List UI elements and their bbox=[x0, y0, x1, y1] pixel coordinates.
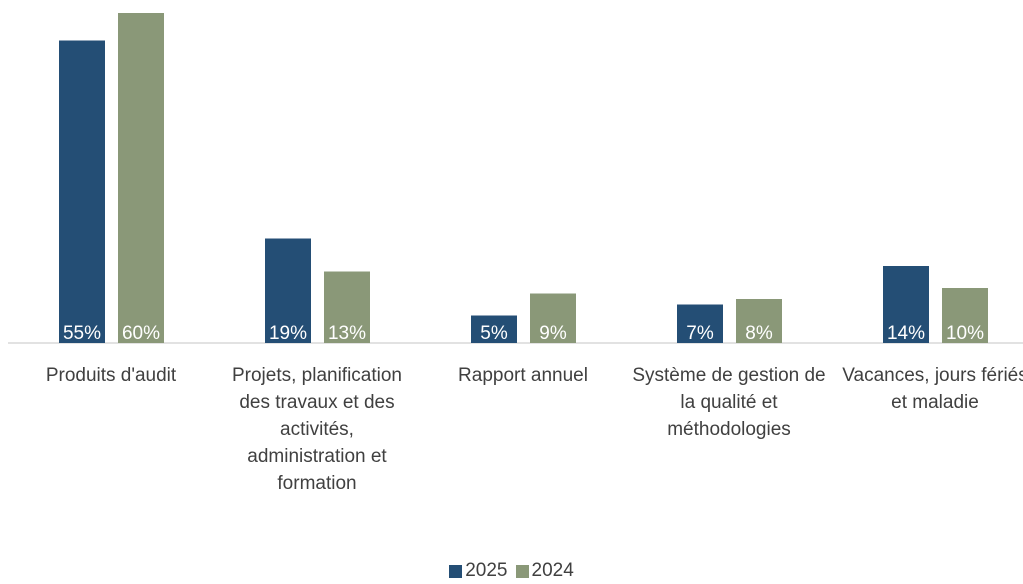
chart: 55% 60% 19% 13% 5% 9% 7% 8% 14% 10% bbox=[8, 13, 1023, 344]
x-tick-label: Produits d'audit bbox=[45, 365, 177, 386]
data-label: 55% bbox=[63, 323, 101, 344]
data-label: 9% bbox=[539, 323, 567, 344]
data-label: 7% bbox=[686, 323, 714, 344]
data-label: 5% bbox=[480, 323, 508, 344]
data-label: 14% bbox=[887, 323, 925, 344]
data-label: 60% bbox=[122, 323, 160, 344]
legend-item: 2025 bbox=[449, 560, 508, 582]
bar bbox=[736, 299, 782, 343]
legend: 2025 2024 bbox=[0, 560, 1023, 584]
data-label: 10% bbox=[946, 323, 984, 344]
legend-label: 2024 bbox=[531, 560, 574, 581]
bar bbox=[942, 288, 988, 343]
x-tick-label: Système de gestion de la qualité et méth… bbox=[632, 365, 826, 440]
data-label: 19% bbox=[269, 323, 307, 344]
data-label: 13% bbox=[328, 323, 366, 344]
legend-item: 2024 bbox=[515, 560, 574, 582]
legend-swatch bbox=[515, 564, 529, 578]
x-tick-label: Vacances, jours fériés et maladie bbox=[842, 365, 1023, 413]
x-tick-label: Projets, planification des travaux et de… bbox=[231, 365, 403, 494]
bar bbox=[324, 271, 370, 343]
bar bbox=[677, 304, 723, 343]
bar bbox=[471, 315, 517, 343]
bar bbox=[265, 238, 311, 343]
data-label: 8% bbox=[745, 323, 773, 344]
bar bbox=[883, 266, 929, 343]
bar bbox=[530, 293, 576, 343]
legend-swatch bbox=[449, 564, 463, 578]
bar bbox=[118, 13, 164, 343]
legend-label: 2025 bbox=[465, 560, 508, 581]
bar bbox=[59, 40, 105, 343]
x-tick-label: Rapport annuel bbox=[458, 365, 588, 386]
